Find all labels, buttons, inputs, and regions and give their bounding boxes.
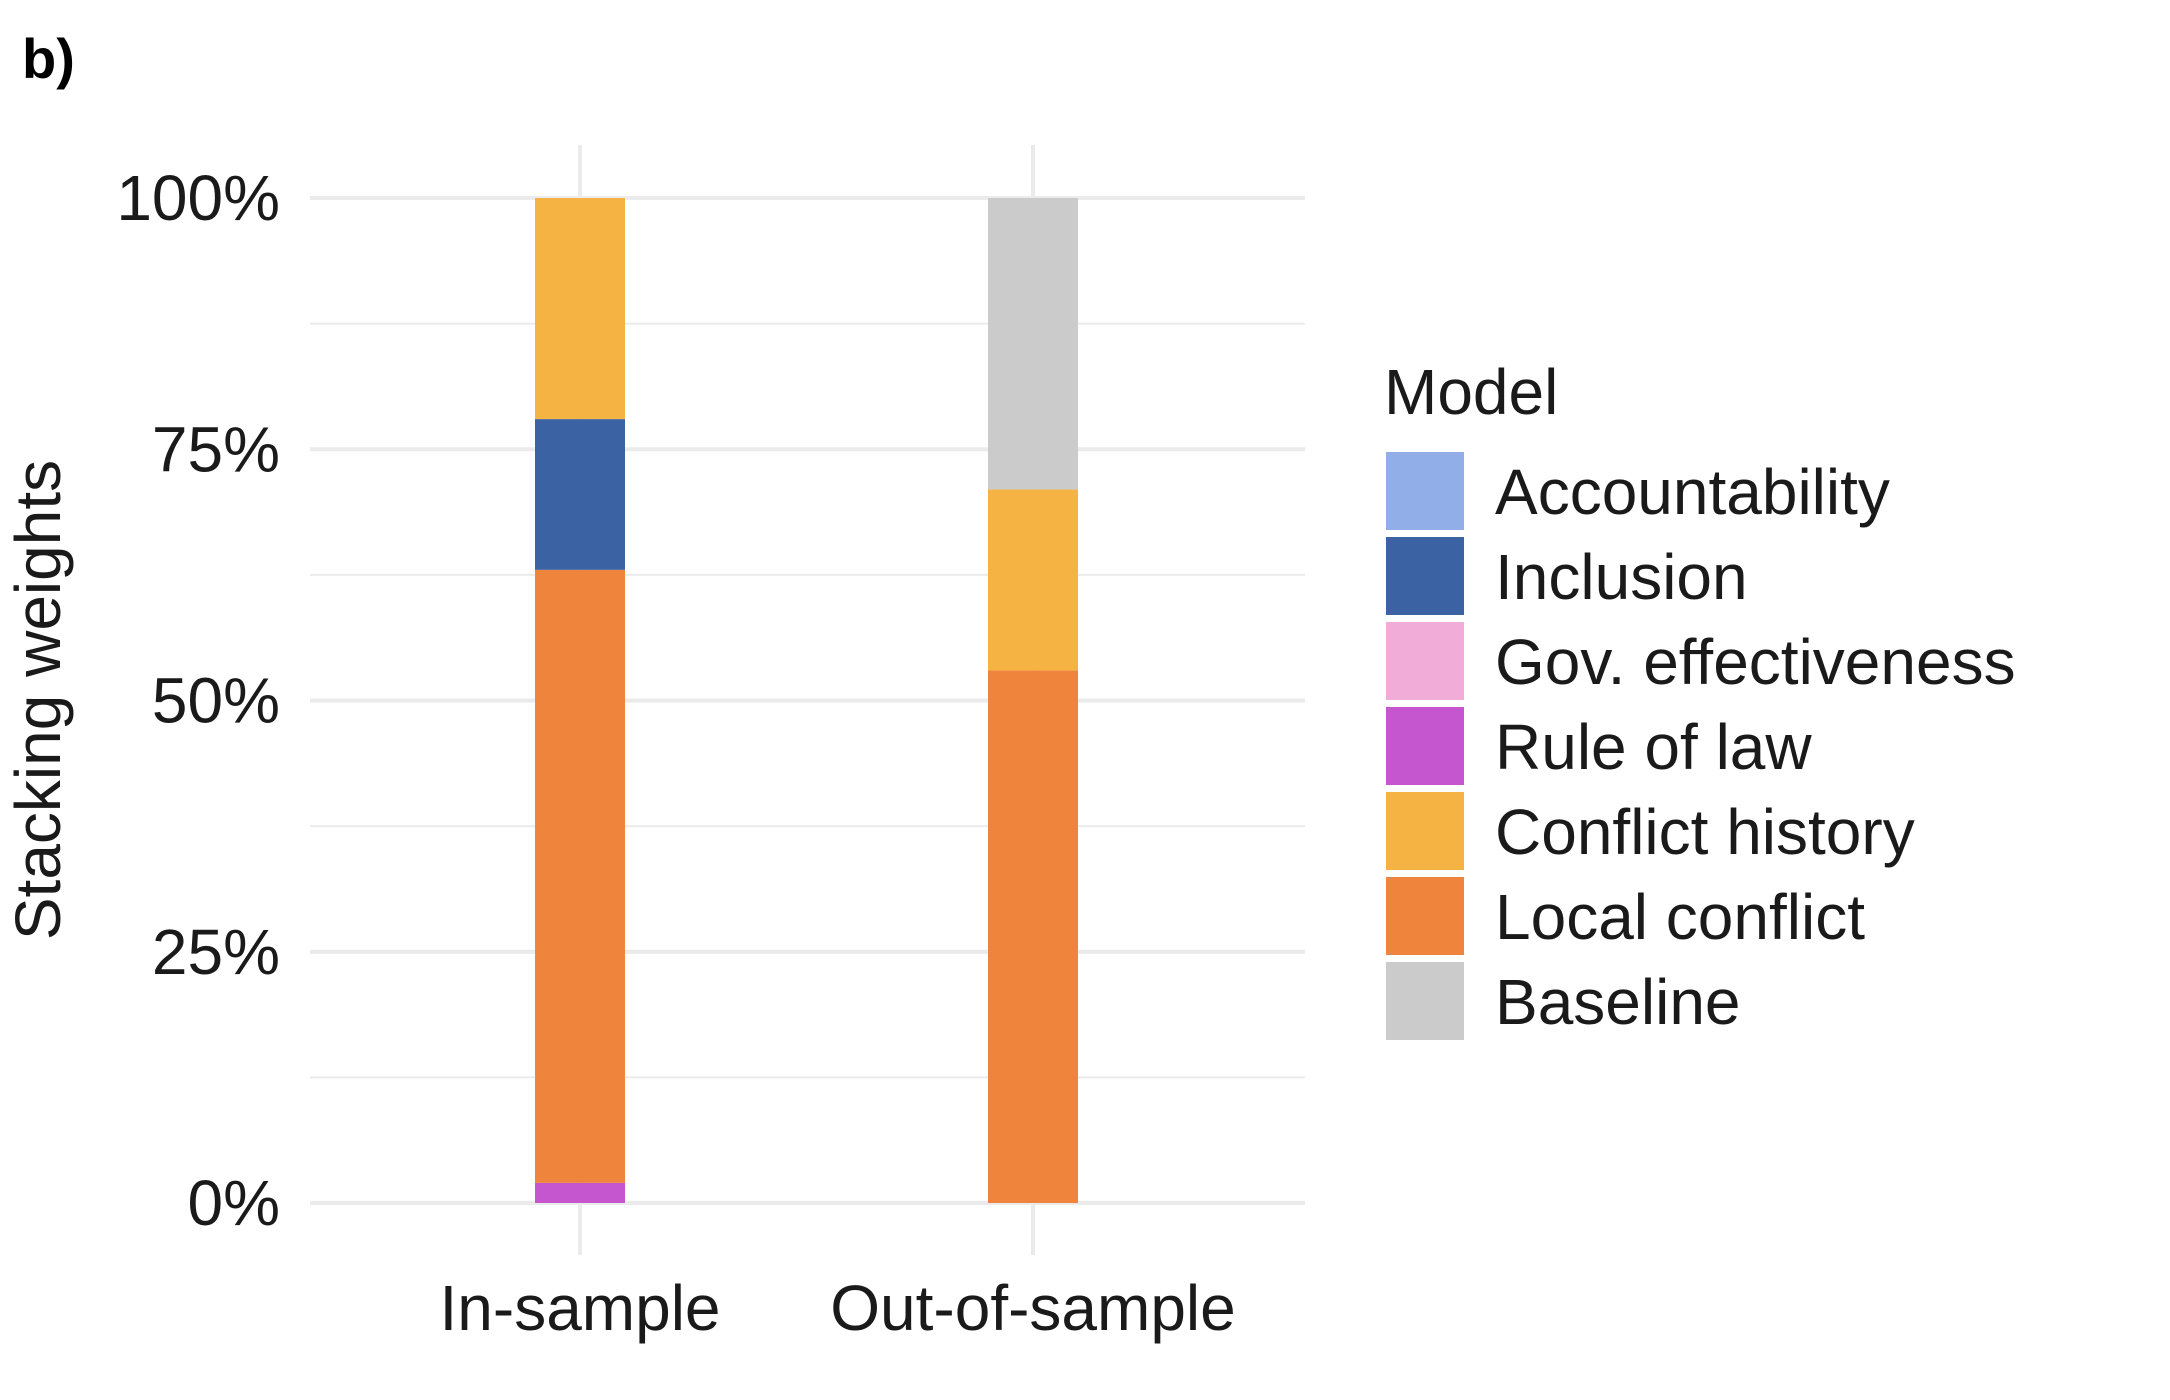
legend: Model Accountability Inclusion Gov. effect… bbox=[1384, 356, 2016, 1040]
bar-segment-conflict-history-out-of-sample bbox=[988, 489, 1078, 671]
legend-label-gov-effectiveness: Gov. effectiveness bbox=[1495, 626, 2016, 698]
y-tick-label: 0% bbox=[188, 1167, 281, 1239]
legend-label-inclusion: Inclusion bbox=[1495, 541, 1748, 613]
y-tick-label: 75% bbox=[152, 413, 280, 485]
legend-label-local-conflict: Local conflict bbox=[1495, 881, 1865, 953]
legend-label-conflict-history: Conflict history bbox=[1495, 796, 1915, 868]
legend-key-gov-effectiveness bbox=[1386, 622, 1464, 700]
grid bbox=[310, 145, 1305, 1255]
y-axis-ticks: 0% 25% 50% 75% 100% bbox=[116, 162, 280, 1239]
bar-segment-local-conflict-in-sample bbox=[535, 569, 625, 1183]
bar-segment-inclusion-in-sample bbox=[535, 419, 625, 570]
legend-key-inclusion bbox=[1386, 537, 1464, 615]
x-axis-ticks: In-sample Out-of-sample bbox=[440, 1272, 1236, 1344]
y-tick-label: 100% bbox=[116, 162, 280, 234]
legend-key-local-conflict bbox=[1386, 877, 1464, 955]
bar-segment-rule-of-law-in-sample bbox=[535, 1182, 625, 1203]
bars bbox=[535, 198, 1078, 1203]
bar-segment-local-conflict-out-of-sample bbox=[988, 670, 1078, 1203]
y-tick-label: 25% bbox=[152, 916, 280, 988]
legend-title: Model bbox=[1384, 356, 1558, 428]
bar-segment-conflict-history-in-sample bbox=[535, 198, 625, 420]
x-tick-label: Out-of-sample bbox=[830, 1272, 1235, 1344]
panel-label: b) bbox=[22, 27, 75, 90]
legend-label-accountability: Accountability bbox=[1495, 456, 1890, 528]
legend-key-rule-of-law bbox=[1386, 707, 1464, 785]
bar-segment-baseline-out-of-sample bbox=[988, 198, 1078, 490]
x-tick-label: In-sample bbox=[440, 1272, 721, 1344]
legend-key-conflict-history bbox=[1386, 792, 1464, 870]
y-tick-label: 50% bbox=[152, 665, 280, 737]
legend-label-rule-of-law: Rule of law bbox=[1495, 711, 1812, 783]
y-axis-label: Stacking weights bbox=[2, 460, 74, 940]
legend-key-baseline bbox=[1386, 962, 1464, 1040]
legend-label-baseline: Baseline bbox=[1495, 966, 1741, 1038]
legend-key-accountability bbox=[1386, 452, 1464, 530]
